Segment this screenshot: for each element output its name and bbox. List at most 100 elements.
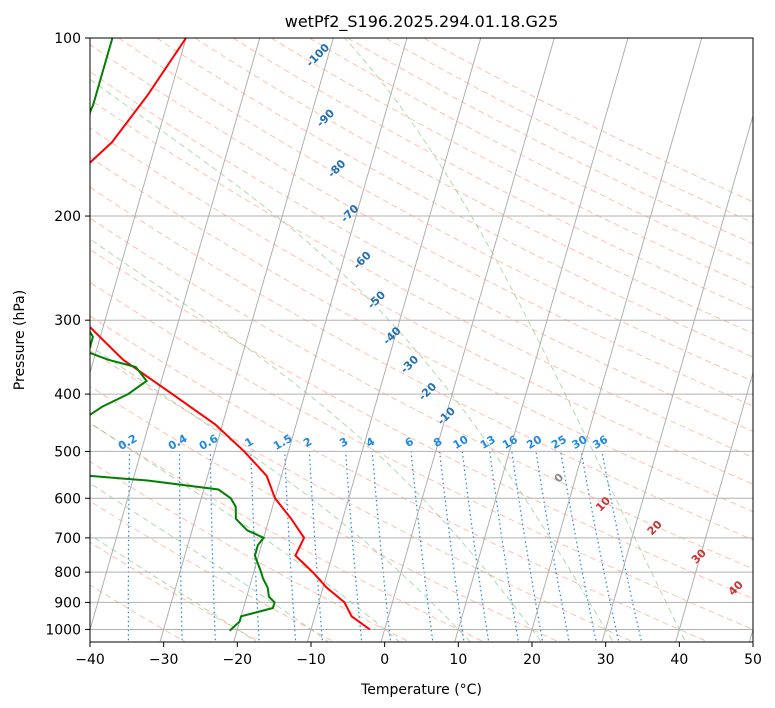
moist-adiabat-label: -90 [314,106,337,129]
y-tick-label: 200 [54,209,81,225]
y-tick-label: 800 [54,565,81,581]
mixing-ratio-label: 13 [478,433,498,452]
x-tick-label: 20 [523,652,541,668]
dry-adiabat-line [90,315,710,642]
x-tick-label: 10 [449,652,467,668]
x-tick-label: 50 [744,652,762,668]
grid-lines [90,37,753,630]
plot-frame [89,37,754,643]
warm-moist-adiabat-label: 0 [552,471,567,486]
isotherm-line [748,627,753,642]
isotherm-line [159,38,334,642]
mixing-ratio-line [410,451,434,642]
moist-adiabat-label: -60 [351,249,374,272]
dry-adiabat-line [232,38,753,311]
moist-adiabat-line [90,78,614,642]
y-tick-label: 100 [54,31,81,47]
dry-adiabat-line [90,281,753,631]
dry-adiabat-line [90,44,753,407]
y-tick-label: 700 [54,531,81,547]
dry-adiabat-line [90,385,561,642]
mixing-ratio-line [489,451,520,642]
chart-title: wetPf2_S196.2025.294.01.18.G25 [285,12,559,32]
isotherm-line [90,38,261,632]
y-tick-label: 600 [54,491,81,507]
moist-adiabat-line [90,345,471,642]
mixing-ratio-line [284,451,297,642]
y-tick-label: 500 [54,444,81,460]
moist-adiabat-line [90,422,401,642]
mixing-ratio-label: 0.4 [166,432,190,453]
mixing-ratio-label: 1 [243,435,256,450]
mixing-ratio-label: 4 [364,435,377,450]
profile-lines [90,38,371,632]
y-axis-label: Pressure (hPa) [12,290,28,390]
isotherm-line [380,38,555,642]
mixing-ratio-label: 20 [524,433,544,452]
moist-adiabat-label: -10 [435,404,458,427]
mixing-ratio-label: 10 [451,433,471,452]
mixing-ratio-label: 0.1 [69,432,92,453]
warm-moist-adiabat-label: 10 [593,494,613,514]
mixing-ratio-line [371,451,392,642]
mixing-ratio-line [178,451,183,642]
mixing-ratio-line [511,451,544,642]
moist-adiabat-line [90,238,543,642]
x-tick-label: −10 [296,652,326,668]
dry-adiabat-line [118,38,753,382]
mixing-ratio-label: 0.2 [116,432,139,453]
y-axis-ticks: 100 200 300 400 500 600 700 800 900 1000 [45,31,90,638]
moist-adiabat-label: -40 [380,324,403,347]
mixing-ratio-line [535,451,570,642]
y-tick-label: 900 [54,595,81,611]
dry-adiabat-line [90,98,753,459]
dry-adiabat-line [90,186,753,541]
curve-labels: 0.1 0.2 0.4 0.6 1 1.5 2 3 4 6 8 10 13 16 20 25 30 36-100-… [69,41,746,599]
dry-adiabat-line [347,38,753,245]
mixing-ratio-label: 8 [431,435,444,450]
mixing-ratio-line [127,451,131,642]
mixing-ratio-label: 1.5 [271,432,294,453]
mixing-ratio-line [560,451,597,642]
x-tick-label: −20 [223,652,253,668]
dry-adiabat-line [90,422,486,642]
isotherm-line [306,38,482,642]
dewpoint-profile-line [90,38,276,632]
x-tick-label: 0 [380,652,389,668]
moist-adiabat-label: -80 [325,157,348,180]
mixing-ratio-label: 16 [500,433,520,452]
warm-moist-adiabat-label: 30 [689,546,709,566]
mixing-ratio-label: 2 [301,435,314,450]
warm-moist-adiabat-label: 40 [726,578,746,598]
dry-adiabat-line [90,127,753,485]
mixing-ratio-label: 0.6 [197,432,221,453]
isotherm-line [90,38,187,375]
y-tick-label: 300 [54,313,81,329]
x-tick-label: 40 [670,652,688,668]
mixing-ratio-line [308,451,324,642]
moist-adiabat-label: -20 [416,380,439,403]
isotherm-line [675,370,753,642]
dry-adiabat-line [90,156,753,513]
dry-adiabat-line [90,248,753,600]
x-axis-ticks: −40 −30 −20 −10 0 10 20 30 40 50 [75,642,762,668]
x-tick-label: 30 [597,652,615,668]
x-axis-label: Temperature (°C) [360,682,482,698]
isotherm-line [527,38,703,642]
moist-adiabat-line [344,38,687,642]
mixing-ratio-line [461,451,490,642]
isotherm-line [233,38,408,642]
dry-adiabat-line [90,584,187,642]
temperature-profile-line [90,38,371,631]
mixing-ratio-line [601,451,643,642]
mixing-ratio-label: 36 [590,433,610,452]
mixing-ratio-label: 3 [337,435,350,450]
x-tick-label: −40 [75,652,105,668]
moist-adiabat-label: -70 [338,202,361,225]
mixing-ratio-line [209,451,217,642]
y-tick-label: 1000 [45,622,81,638]
moist-adiabat-label: -50 [365,288,388,311]
mixing-ratio-label: 6 [403,435,416,450]
moist-adiabat-line [90,482,330,642]
